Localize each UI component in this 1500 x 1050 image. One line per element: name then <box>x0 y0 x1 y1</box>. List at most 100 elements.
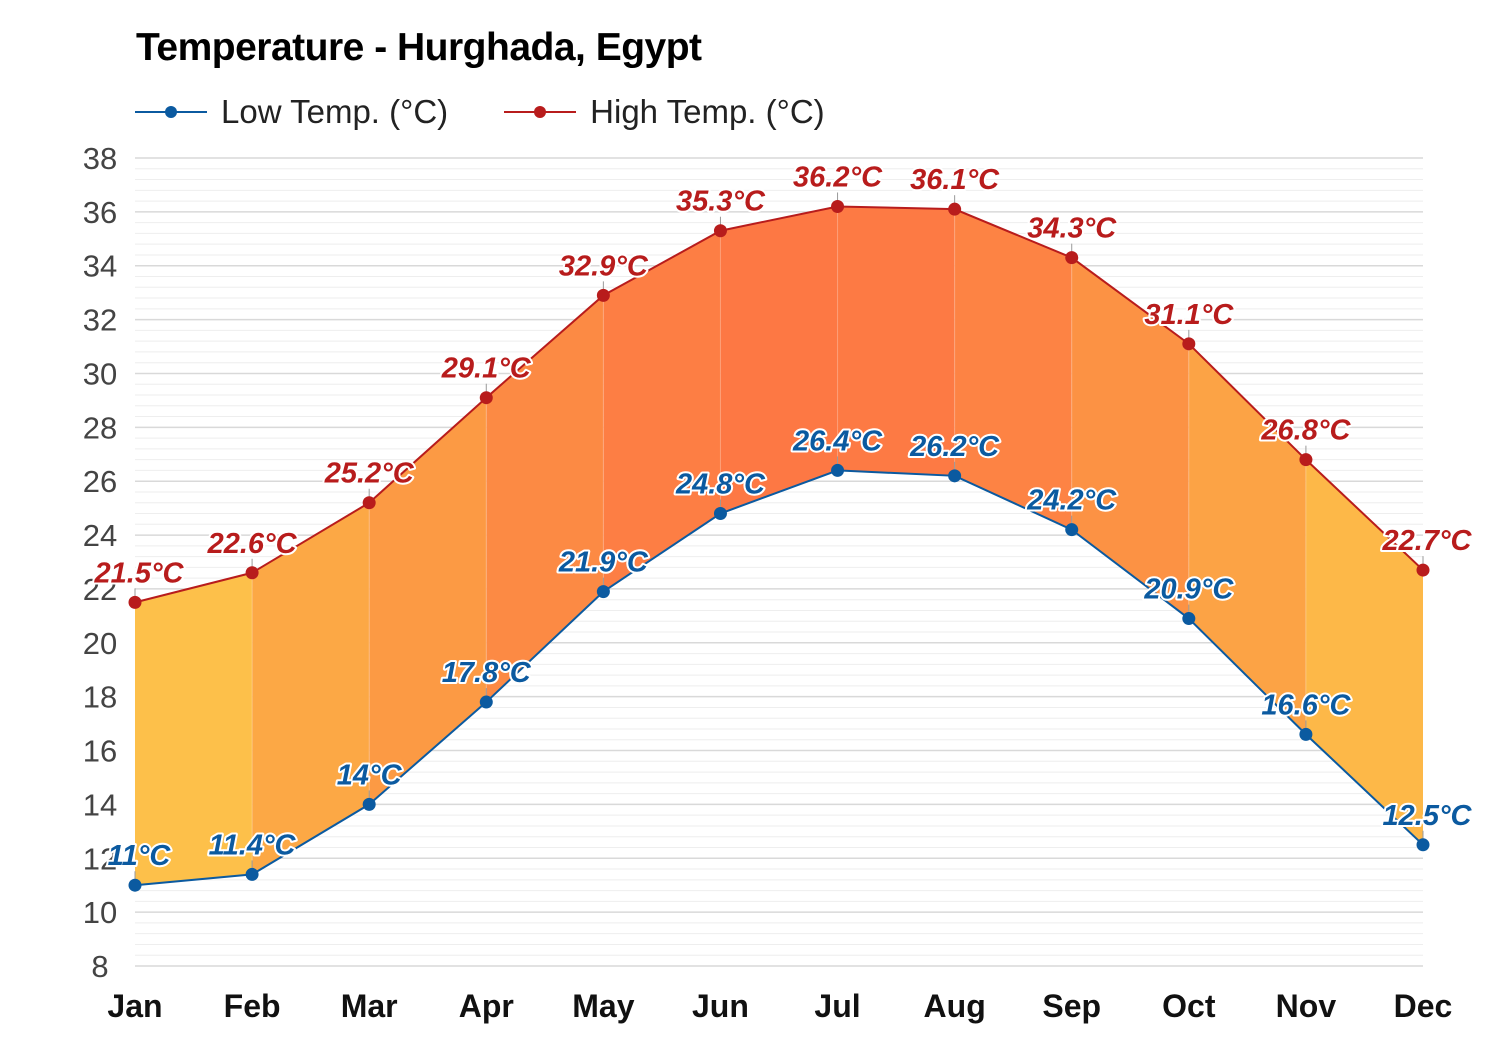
y-tick-label: 16 <box>83 734 117 769</box>
x-tick-label: Jun <box>692 988 749 1024</box>
low-data-label: 26.4°C <box>792 425 883 457</box>
high-point[interactable] <box>596 288 610 302</box>
low-point[interactable] <box>1182 612 1196 626</box>
range-band <box>1071 257 1189 619</box>
low-point[interactable] <box>479 695 493 709</box>
range-band <box>369 397 487 805</box>
high-point[interactable] <box>362 496 376 510</box>
low-data-label: 20.9°C <box>1143 574 1234 606</box>
y-tick-label: 24 <box>83 518 117 553</box>
legend: Low Temp. (°C) High Temp. (°C) <box>135 92 881 132</box>
range-fill <box>135 206 1423 886</box>
high-data-label: 36.1°C <box>910 164 1000 196</box>
low-point[interactable] <box>596 585 610 599</box>
high-data-label: 22.7°C <box>1382 525 1473 557</box>
low-point[interactable] <box>1065 523 1079 537</box>
legend-label-high: High Temp. (°C) <box>590 93 825 130</box>
high-data-label: 26.8°C <box>1260 415 1351 447</box>
x-tick-label: Mar <box>341 988 398 1024</box>
y-tick-label: 22 <box>83 572 117 607</box>
low-point[interactable] <box>713 507 727 521</box>
low-data-label: 11°C <box>108 840 172 872</box>
x-axis: Jan Feb Mar Apr May Jun Jul Aug Sep Oct Nov Dec <box>107 988 1452 1024</box>
y-tick-label: 26 <box>83 464 117 499</box>
low-point[interactable] <box>1299 727 1313 741</box>
line-dot-icon <box>504 102 577 122</box>
low-data-label: 24.8°C <box>675 469 766 501</box>
y-tick-label: 8 <box>91 949 108 984</box>
high-point[interactable] <box>1299 453 1313 467</box>
range-band <box>603 230 721 592</box>
y-tick-label: 38 <box>83 141 117 176</box>
high-data-label: 29.1°C <box>441 353 532 385</box>
low-point[interactable] <box>831 463 845 477</box>
range-band <box>1305 459 1423 845</box>
low-data-label: 17.8°C <box>442 657 532 689</box>
y-tick-label: 34 <box>83 249 117 284</box>
low-point[interactable] <box>245 867 259 881</box>
high-data-label: 32.9°C <box>559 250 649 282</box>
y-tick-label: 10 <box>83 895 117 930</box>
high-point[interactable] <box>831 199 845 213</box>
low-data-label: 14°C <box>337 759 403 791</box>
x-tick-label: May <box>572 988 634 1024</box>
data-labels: 21.5°C 22.6°C 25.2°C 29.1°C 32.9°C 35.3°C 36.2… <box>92 159 1475 874</box>
high-point[interactable] <box>245 566 259 580</box>
range-band <box>252 502 370 875</box>
y-tick-label: 30 <box>83 356 117 391</box>
series-lines <box>128 192 1430 892</box>
y-tick-label: 36 <box>83 195 117 230</box>
low-point[interactable] <box>1416 838 1430 852</box>
legend-label-low: Low Temp. (°C) <box>221 93 449 130</box>
high-point[interactable] <box>713 224 727 238</box>
chart-title: Temperature - Hurghada, Egypt <box>136 26 702 69</box>
low-point[interactable] <box>128 878 142 892</box>
high-line <box>134 205 1424 604</box>
high-point[interactable] <box>948 202 962 216</box>
x-tick-label: Oct <box>1162 988 1216 1024</box>
y-tick-label: 14 <box>83 787 117 822</box>
low-data-label: 26.2°C <box>909 431 1000 463</box>
range-band <box>486 295 604 703</box>
x-tick-label: Apr <box>459 988 514 1024</box>
range-band <box>720 206 838 514</box>
y-tick-label: 12 <box>83 841 117 876</box>
low-line <box>134 469 1424 887</box>
high-data-label: 31.1°C <box>1144 299 1234 331</box>
range-band <box>837 206 955 476</box>
x-tick-label: Aug <box>924 988 986 1024</box>
range-band <box>954 209 1072 530</box>
low-data-label: 21.9°C <box>558 547 649 579</box>
y-axis: 8 10 12 14 16 18 20 22 24 26 28 30 32 34 36 38 <box>83 141 117 984</box>
x-tick-label: Nov <box>1276 988 1337 1024</box>
high-point[interactable] <box>128 595 142 609</box>
high-point[interactable] <box>479 391 493 405</box>
x-tick-label: Feb <box>224 988 281 1024</box>
x-tick-label: Jan <box>107 988 162 1024</box>
low-data-label: 12.5°C <box>1383 800 1473 832</box>
low-data-label: 16.6°C <box>1261 689 1351 721</box>
range-band <box>1188 343 1306 735</box>
x-tick-label: Dec <box>1394 988 1453 1024</box>
high-data-label: 25.2°C <box>324 458 415 490</box>
range-band <box>135 572 253 886</box>
legend-item-high[interactable]: High Temp. (°C) <box>504 93 825 131</box>
high-point[interactable] <box>1416 563 1430 577</box>
low-point[interactable] <box>362 797 376 811</box>
legend-item-low[interactable]: Low Temp. (°C) <box>135 93 448 131</box>
y-tick-label: 18 <box>83 680 117 715</box>
y-tick-label: 20 <box>83 626 117 661</box>
high-data-label: 35.3°C <box>676 186 766 218</box>
y-tick-label: 32 <box>83 303 117 338</box>
low-data-label: 11.4°C <box>209 829 297 861</box>
high-point[interactable] <box>1065 251 1079 265</box>
y-tick-label: 28 <box>83 410 117 445</box>
low-point[interactable] <box>948 469 962 483</box>
line-dot-icon <box>135 102 207 122</box>
high-data-label: 36.2°C <box>793 161 883 193</box>
high-point[interactable] <box>1182 337 1196 351</box>
high-data-label: 22.6°C <box>207 528 298 560</box>
x-tick-label: Jul <box>814 988 860 1024</box>
high-data-label: 21.5°C <box>94 557 185 589</box>
